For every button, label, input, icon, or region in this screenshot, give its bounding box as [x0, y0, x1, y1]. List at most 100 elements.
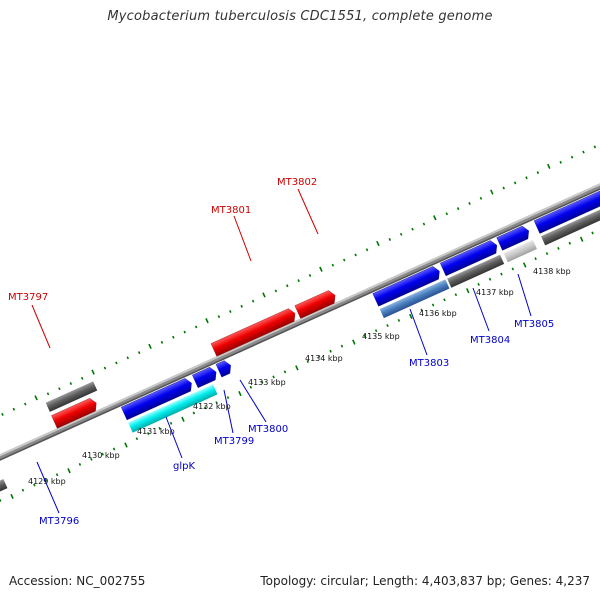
ruler-minor-tick — [12, 407, 16, 411]
ruler-minor-tick — [568, 241, 572, 245]
ruler-minor-tick — [215, 401, 218, 405]
forward-features — [45, 289, 338, 429]
ruler-minor-tick — [251, 299, 255, 303]
ruler-minor-tick — [297, 279, 300, 283]
leader-MT3799 — [223, 389, 234, 434]
ruler-minor-tick — [274, 289, 278, 293]
label-MT3801[interactable]: MT3801 — [211, 205, 251, 216]
feature-gray-left[interactable] — [0, 478, 8, 513]
ruler-minor-tick — [388, 238, 392, 241]
ruler-minor-tick — [411, 227, 414, 231]
label-MT3803[interactable]: MT3803 — [409, 358, 449, 369]
ruler-minor-tick — [192, 411, 196, 415]
gene-glpK[interactable] — [128, 384, 218, 433]
ruler-minor-tick — [354, 253, 357, 257]
ruler-minor-tick — [160, 340, 164, 344]
leader-MT3796 — [36, 461, 60, 514]
ruler-major-tick — [547, 163, 551, 169]
ruler-minor-tick — [183, 330, 186, 334]
label-MT3802[interactable]: MT3802 — [277, 177, 317, 188]
ruler-minor-tick — [21, 488, 25, 492]
map-title: Mycobacterium tuberculosis CDC1551, comp… — [107, 9, 493, 24]
label-MT3804[interactable]: MT3804 — [470, 335, 510, 346]
leader-MT3804 — [472, 287, 490, 332]
feature-gray-MT3797[interactable] — [45, 381, 98, 412]
ruler-minor-tick — [386, 324, 389, 328]
gene-MT3800[interactable] — [215, 359, 234, 378]
ruler-minor-tick — [217, 315, 221, 319]
ruler-major-tick — [148, 343, 152, 349]
ruler-minor-tick — [23, 402, 27, 406]
gene-MT3804-top[interactable] — [439, 239, 500, 277]
ruler-major-tick — [238, 390, 242, 397]
ruler-minor-tick — [468, 202, 471, 205]
feature-gray-right[interactable] — [541, 203, 600, 246]
ruler-outer — [1, 145, 597, 416]
tick-label: 4129 kbp — [28, 477, 66, 486]
ruler-minor-tick — [445, 212, 449, 216]
ruler-minor-tick — [488, 277, 492, 281]
ruler-minor-tick — [115, 361, 118, 365]
ruler-minor-tick — [137, 351, 141, 355]
ruler-minor-tick — [69, 382, 73, 385]
gene-MT3805-top[interactable] — [496, 224, 532, 251]
gene-MT3805[interactable] — [503, 239, 537, 263]
ruler-major-tick — [319, 266, 323, 272]
gene-MT3797[interactable] — [51, 397, 99, 429]
ruler-minor-tick — [172, 335, 175, 339]
tick-label: 4138 kbp — [533, 267, 571, 276]
accession-label: Accession: NC_002755 — [9, 574, 146, 588]
label-glpK[interactable]: glpK — [173, 461, 195, 472]
ruler-major-tick — [34, 395, 38, 401]
gene-MT3798[interactable] — [120, 377, 194, 421]
ruler-minor-tick — [477, 282, 480, 286]
genome-summary: Topology: circular; Length: 4,403,837 bp… — [260, 574, 590, 588]
ruler-major-tick — [352, 339, 356, 345]
ruler-minor-tick — [511, 267, 515, 271]
ruler-minor-tick — [500, 272, 503, 276]
ruler-minor-tick — [58, 387, 61, 391]
ruler-minor-tick — [399, 232, 403, 236]
gene-MT3803[interactable] — [379, 279, 450, 319]
ruler-minor-tick — [422, 222, 426, 226]
gene-MT3804[interactable] — [447, 254, 505, 288]
label-MT3799[interactable]: MT3799 — [214, 436, 254, 447]
ruler-minor-tick — [329, 349, 332, 353]
tick-label: 4130 kbp — [82, 451, 120, 460]
label-MT3800[interactable]: MT3800 — [248, 424, 288, 435]
leader-MT3802 — [297, 188, 319, 235]
track-group — [0, 113, 600, 531]
reverse-features — [0, 188, 600, 513]
ruler-minor-tick — [306, 360, 310, 364]
gene-MT3803-top[interactable] — [372, 265, 443, 307]
label-MT3805[interactable]: MT3805 — [514, 319, 554, 330]
ruler-minor-tick — [365, 248, 369, 252]
gene-blue-right[interactable] — [533, 188, 600, 234]
ruler-minor-tick — [147, 432, 150, 436]
leader-MT3797 — [31, 304, 51, 349]
ruler-minor-tick — [456, 207, 460, 211]
tick-labels: 4129 kbp 4130 kbp 4131 kbp 4132 kbp 4133… — [28, 267, 571, 486]
gene-MT3802[interactable] — [294, 289, 338, 319]
ruler-minor-tick — [374, 329, 378, 333]
ruler-minor-tick — [229, 310, 232, 313]
leader-glpK — [165, 416, 183, 459]
ruler-minor-tick — [1, 412, 4, 416]
ruler-minor-tick — [443, 298, 446, 302]
tick-label: 4137 kbp — [476, 288, 514, 297]
gene-MT3801[interactable] — [210, 307, 298, 357]
ruler-minor-tick — [397, 318, 401, 322]
ruler-minor-tick — [194, 325, 198, 329]
label-MT3796[interactable]: MT3796 — [39, 516, 79, 527]
ruler-major-tick — [262, 292, 266, 298]
ruler-minor-tick — [283, 370, 287, 374]
leader-MT3801 — [233, 215, 252, 262]
label-MT3797[interactable]: MT3797 — [8, 292, 48, 303]
ruler-inner — [0, 231, 594, 502]
ruler-minor-tick — [513, 181, 517, 185]
ruler-minor-tick — [570, 155, 574, 159]
gene-MT3799[interactable] — [192, 366, 219, 388]
leader-MT3805 — [517, 273, 532, 317]
leader-MT3800 — [239, 379, 267, 423]
